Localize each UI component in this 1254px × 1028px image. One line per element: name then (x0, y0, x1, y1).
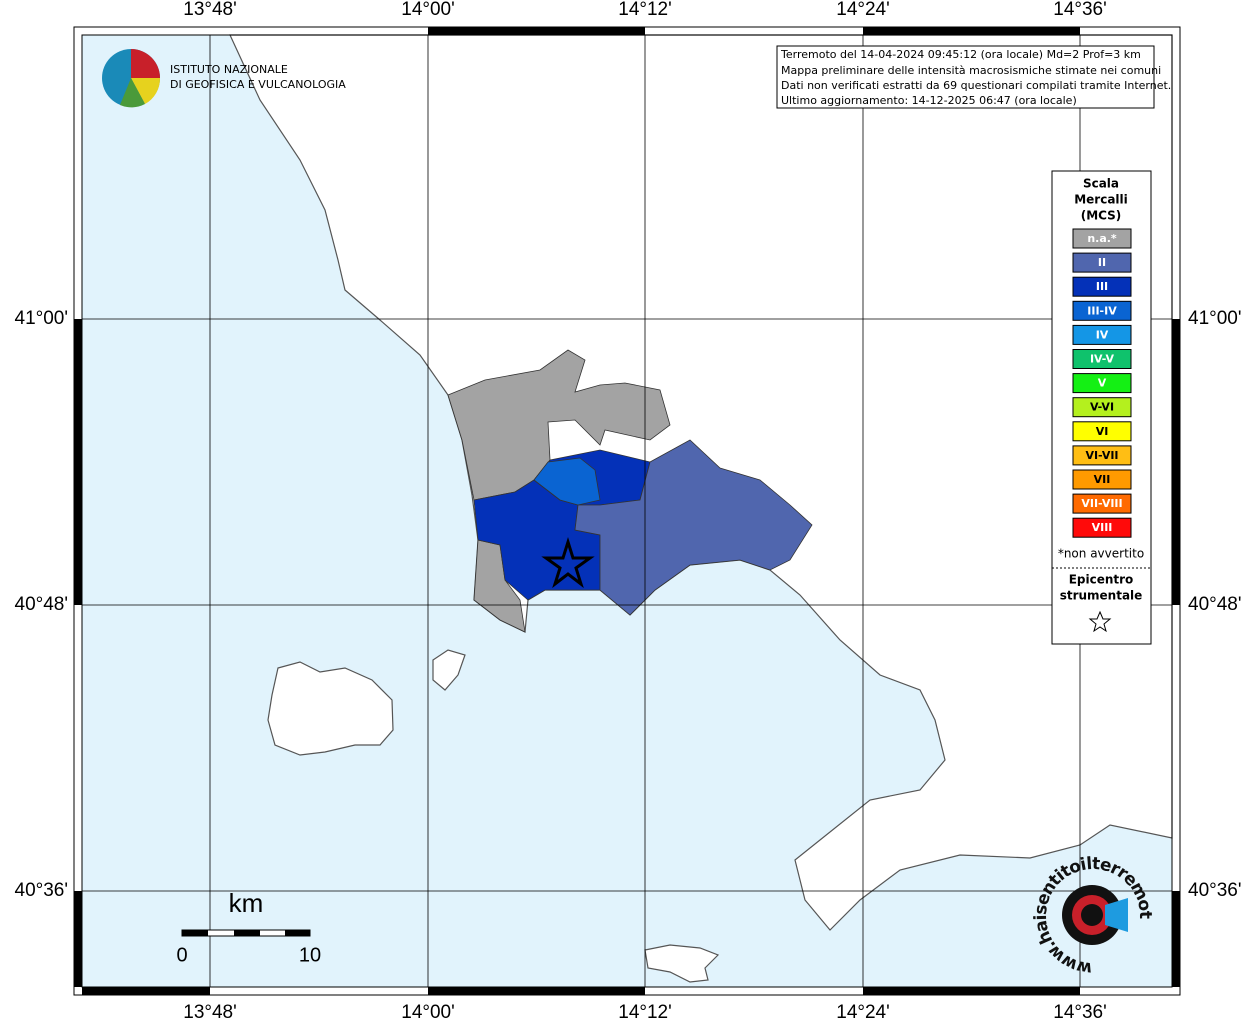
area-intensity-2 (574, 439, 813, 616)
logo-text: ISTITUTO NAZIONALE (170, 63, 288, 76)
lat-label: 41°00' (1188, 308, 1242, 329)
legend-swatch (1072, 349, 1132, 369)
lat-label: 40°36' (1188, 880, 1242, 901)
lat-label: 41°00' (15, 308, 69, 329)
institute-logo: ISTITUTO NAZIONALE DI GEOFISICA E VULCAN… (102, 49, 346, 108)
lon-label: 14°12' (618, 0, 672, 20)
info-line: Ultimo aggiornamento: 14-12-2025 06:47 (… (781, 94, 1077, 107)
lon-label: 14°00' (401, 0, 455, 20)
lon-label: 14°00' (401, 1002, 455, 1023)
legend-swatch (1072, 421, 1132, 442)
lon-label: 14°24' (836, 0, 890, 20)
legend-swatch (1072, 469, 1132, 490)
lon-label: 14°24' (836, 1002, 890, 1023)
legend-label: VII-VIII (1081, 497, 1122, 510)
info-box-frame (776, 45, 1155, 109)
legend-swatch (1072, 228, 1132, 249)
info-line: Dati non verificati estratti da 69 quest… (781, 79, 1171, 92)
legend-label: IV-V (1090, 353, 1115, 366)
info-line: Mappa preliminare delle intensità macros… (781, 64, 1161, 77)
legend-label: VIII (1092, 521, 1113, 534)
legend-swatch (1072, 252, 1132, 273)
scale-label: 0 (176, 944, 187, 966)
area-intensity-3-4 (533, 457, 601, 506)
lon-label: 13°48' (183, 1002, 237, 1023)
legend-swatch (1072, 517, 1132, 538)
ischia (267, 661, 394, 756)
legend-epicenter: Epicentro (1069, 573, 1134, 587)
legend-title: Scala (1083, 177, 1119, 191)
legend-star (1088, 610, 1112, 633)
procida (432, 649, 466, 691)
lat-label: 40°48' (15, 594, 69, 615)
lon-label: 14°36' (1053, 1002, 1107, 1023)
graticule: 13°48' 13°48' 14°00' 14°00' 14°12' 14°12' 14°2… (15, 0, 1242, 1023)
scale-unit: km (229, 888, 264, 918)
legend-title: Mercalli (1074, 193, 1128, 207)
scale-bar: km 0 10 (176, 888, 321, 966)
legend-swatch (1072, 493, 1132, 514)
epicenter-star (541, 536, 595, 589)
lon-label: 14°12' (618, 1002, 672, 1023)
legend-epicenter: strumentale (1060, 589, 1143, 603)
legend-label: III-IV (1087, 304, 1117, 317)
legend-swatch (1072, 445, 1132, 466)
legend-label: VI (1096, 425, 1109, 438)
legend-swatch (1072, 373, 1132, 394)
legend-label: VI-VII (1085, 449, 1118, 462)
lon-label: 13°48' (183, 0, 237, 20)
frame-bars (74, 27, 1180, 995)
legend-label: n.a.* (1087, 232, 1117, 245)
info-box: Terremoto del 14-04-2024 09:45:12 (ora l… (776, 45, 1171, 109)
logo-text: DI GEOFISICA E VULCANOLOGIA (170, 78, 346, 91)
legend-label: IV (1096, 328, 1109, 341)
legend-swatch (1072, 276, 1132, 297)
scale-label: 10 (299, 944, 321, 966)
legend-label: II (1098, 256, 1106, 269)
legend-swatch (1072, 397, 1132, 418)
legend: Scala Mercalli (MCS) *non avvertito Epic… (1051, 170, 1152, 645)
lat-label: 40°48' (1188, 594, 1242, 615)
legend-label: V-VI (1090, 401, 1114, 414)
legend-note: *non avvertito (1058, 547, 1144, 561)
lon-label: 14°36' (1053, 0, 1107, 20)
legend-title: (MCS) (1081, 209, 1122, 223)
legend-label: III (1096, 280, 1108, 293)
legend-label: V (1098, 377, 1107, 390)
legend-swatch (1072, 324, 1132, 345)
legend-label: VII (1094, 473, 1111, 486)
municipalities (447, 349, 813, 633)
capri (644, 944, 720, 983)
legend-swatch (1072, 300, 1132, 321)
info-line: Terremoto del 14-04-2024 09:45:12 (ora l… (780, 48, 1141, 61)
lat-label: 40°36' (15, 880, 69, 901)
